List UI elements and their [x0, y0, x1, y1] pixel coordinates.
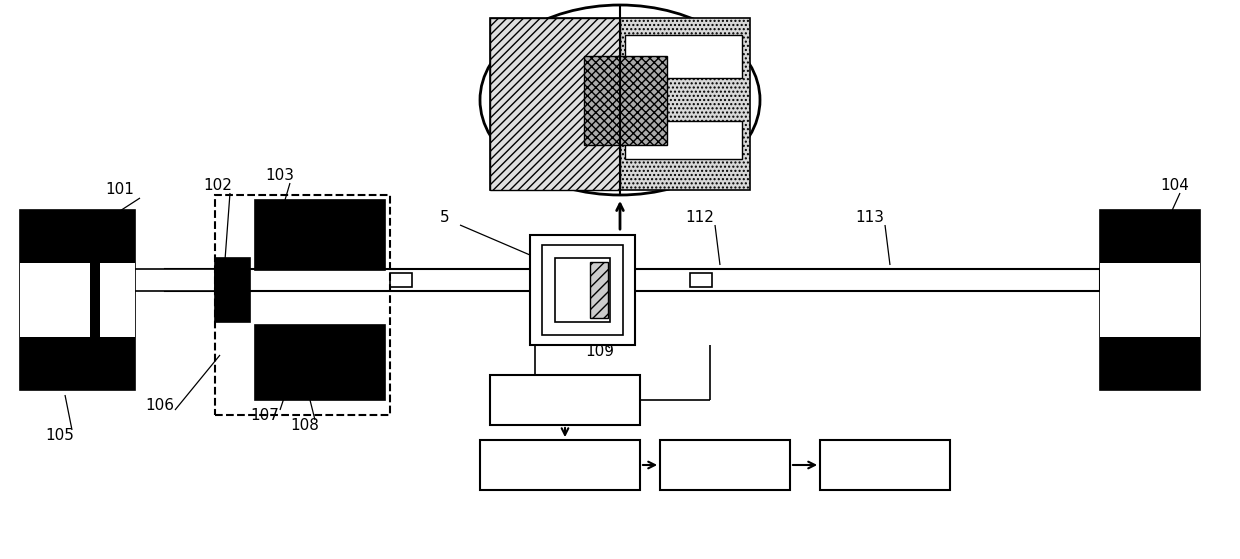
- Text: 102: 102: [203, 178, 232, 192]
- Text: 5: 5: [440, 211, 450, 225]
- Bar: [480, 440, 640, 490]
- Bar: [165, 269, 1100, 291]
- Bar: [529, 235, 635, 345]
- Text: 104: 104: [1161, 178, 1189, 192]
- Text: 106: 106: [145, 397, 175, 413]
- Bar: [490, 18, 620, 190]
- Bar: [1100, 210, 1200, 263]
- Ellipse shape: [480, 5, 760, 195]
- Bar: [20, 263, 135, 337]
- Text: 103: 103: [265, 168, 295, 182]
- Bar: [20, 210, 135, 390]
- Bar: [215, 258, 250, 322]
- Bar: [490, 375, 640, 425]
- Bar: [820, 440, 950, 490]
- Bar: [1100, 210, 1200, 390]
- Bar: [689, 273, 712, 287]
- Bar: [590, 262, 608, 318]
- Bar: [625, 121, 743, 159]
- Bar: [215, 195, 391, 415]
- Text: 107: 107: [250, 408, 279, 423]
- Bar: [255, 325, 384, 400]
- Bar: [255, 200, 384, 270]
- Bar: [625, 35, 743, 78]
- Text: 112: 112: [686, 211, 714, 225]
- Bar: [556, 258, 610, 322]
- Text: 108: 108: [290, 418, 320, 433]
- Text: 101: 101: [105, 182, 134, 197]
- Text: 109: 109: [585, 344, 615, 359]
- Bar: [135, 269, 215, 291]
- Text: 105: 105: [46, 428, 74, 443]
- Bar: [20, 210, 135, 263]
- Text: 114: 114: [711, 457, 739, 472]
- Bar: [660, 440, 790, 490]
- Bar: [490, 18, 750, 190]
- Text: 111: 111: [546, 457, 574, 472]
- Bar: [542, 245, 622, 335]
- Bar: [91, 263, 100, 337]
- Bar: [1100, 263, 1200, 337]
- Bar: [20, 337, 135, 390]
- Text: 113: 113: [856, 211, 884, 225]
- Bar: [391, 273, 412, 287]
- Bar: [584, 56, 667, 145]
- Bar: [1100, 337, 1200, 390]
- Text: 115: 115: [870, 457, 899, 472]
- Text: 110: 110: [551, 392, 579, 408]
